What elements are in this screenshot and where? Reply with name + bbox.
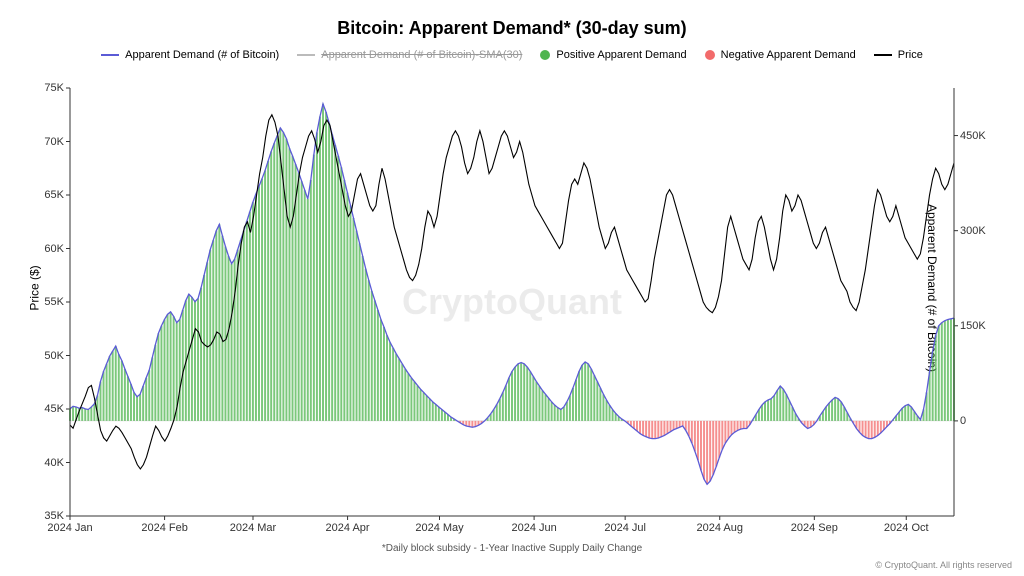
xtick: 2024 Apr [326,516,370,534]
ytick-left: 65K [44,189,70,201]
copyright: © CryptoQuant. All rights reserved [875,560,1012,570]
legend-label: Negative Apparent Demand [721,49,856,61]
xtick: 2024 Mar [230,516,276,534]
ytick-right: 150K [954,320,986,332]
legend-swatch [874,54,892,56]
ytick-left: 75K [44,82,70,94]
plot-area: CryptoQuant 35K40K45K50K55K60K65K70K75K0… [70,88,954,516]
legend-swatch [540,50,550,60]
xtick: 2024 Jan [47,516,92,534]
ytick-left: 50K [44,350,70,362]
legend-label: Price [898,49,923,61]
ytick-left: 55K [44,296,70,308]
ytick-left: 70K [44,136,70,148]
legend-label: Positive Apparent Demand [556,49,686,61]
x-axis-subtitle: *Daily block subsidy - 1-Year Inactive S… [0,543,1024,554]
xtick: 2024 May [415,516,463,534]
ytick-left: 40K [44,457,70,469]
chart-container: Bitcoin: Apparent Demand* (30-day sum) A… [0,0,1024,576]
legend-item: Positive Apparent Demand [540,49,686,61]
legend-swatch [297,54,315,56]
y-axis-left-label: Price ($) [28,265,42,310]
ytick-right: 450K [954,130,986,142]
legend: Apparent Demand (# of Bitcoin) Apparent D… [0,49,1024,61]
ytick-left: 60K [44,243,70,255]
legend-item: Apparent Demand (# of Bitcoin)-SMA(30) [297,49,522,61]
xtick: 2024 Jun [511,516,556,534]
legend-label: Apparent Demand (# of Bitcoin) [125,49,279,61]
ytick-left: 45K [44,403,70,415]
xtick: 2024 Jul [604,516,646,534]
ytick-right: 300K [954,225,986,237]
legend-swatch [101,54,119,56]
legend-label: Apparent Demand (# of Bitcoin)-SMA(30) [321,49,522,61]
plot-svg [70,88,954,516]
chart-title: Bitcoin: Apparent Demand* (30-day sum) [0,0,1024,39]
xtick: 2024 Aug [696,516,743,534]
ytick-right: 0 [954,415,966,427]
legend-swatch [705,50,715,60]
xtick: 2024 Oct [884,516,929,534]
legend-item: Negative Apparent Demand [705,49,856,61]
xtick: 2024 Feb [141,516,187,534]
legend-item: Price [874,49,923,61]
xtick: 2024 Sep [791,516,838,534]
legend-item: Apparent Demand (# of Bitcoin) [101,49,279,61]
